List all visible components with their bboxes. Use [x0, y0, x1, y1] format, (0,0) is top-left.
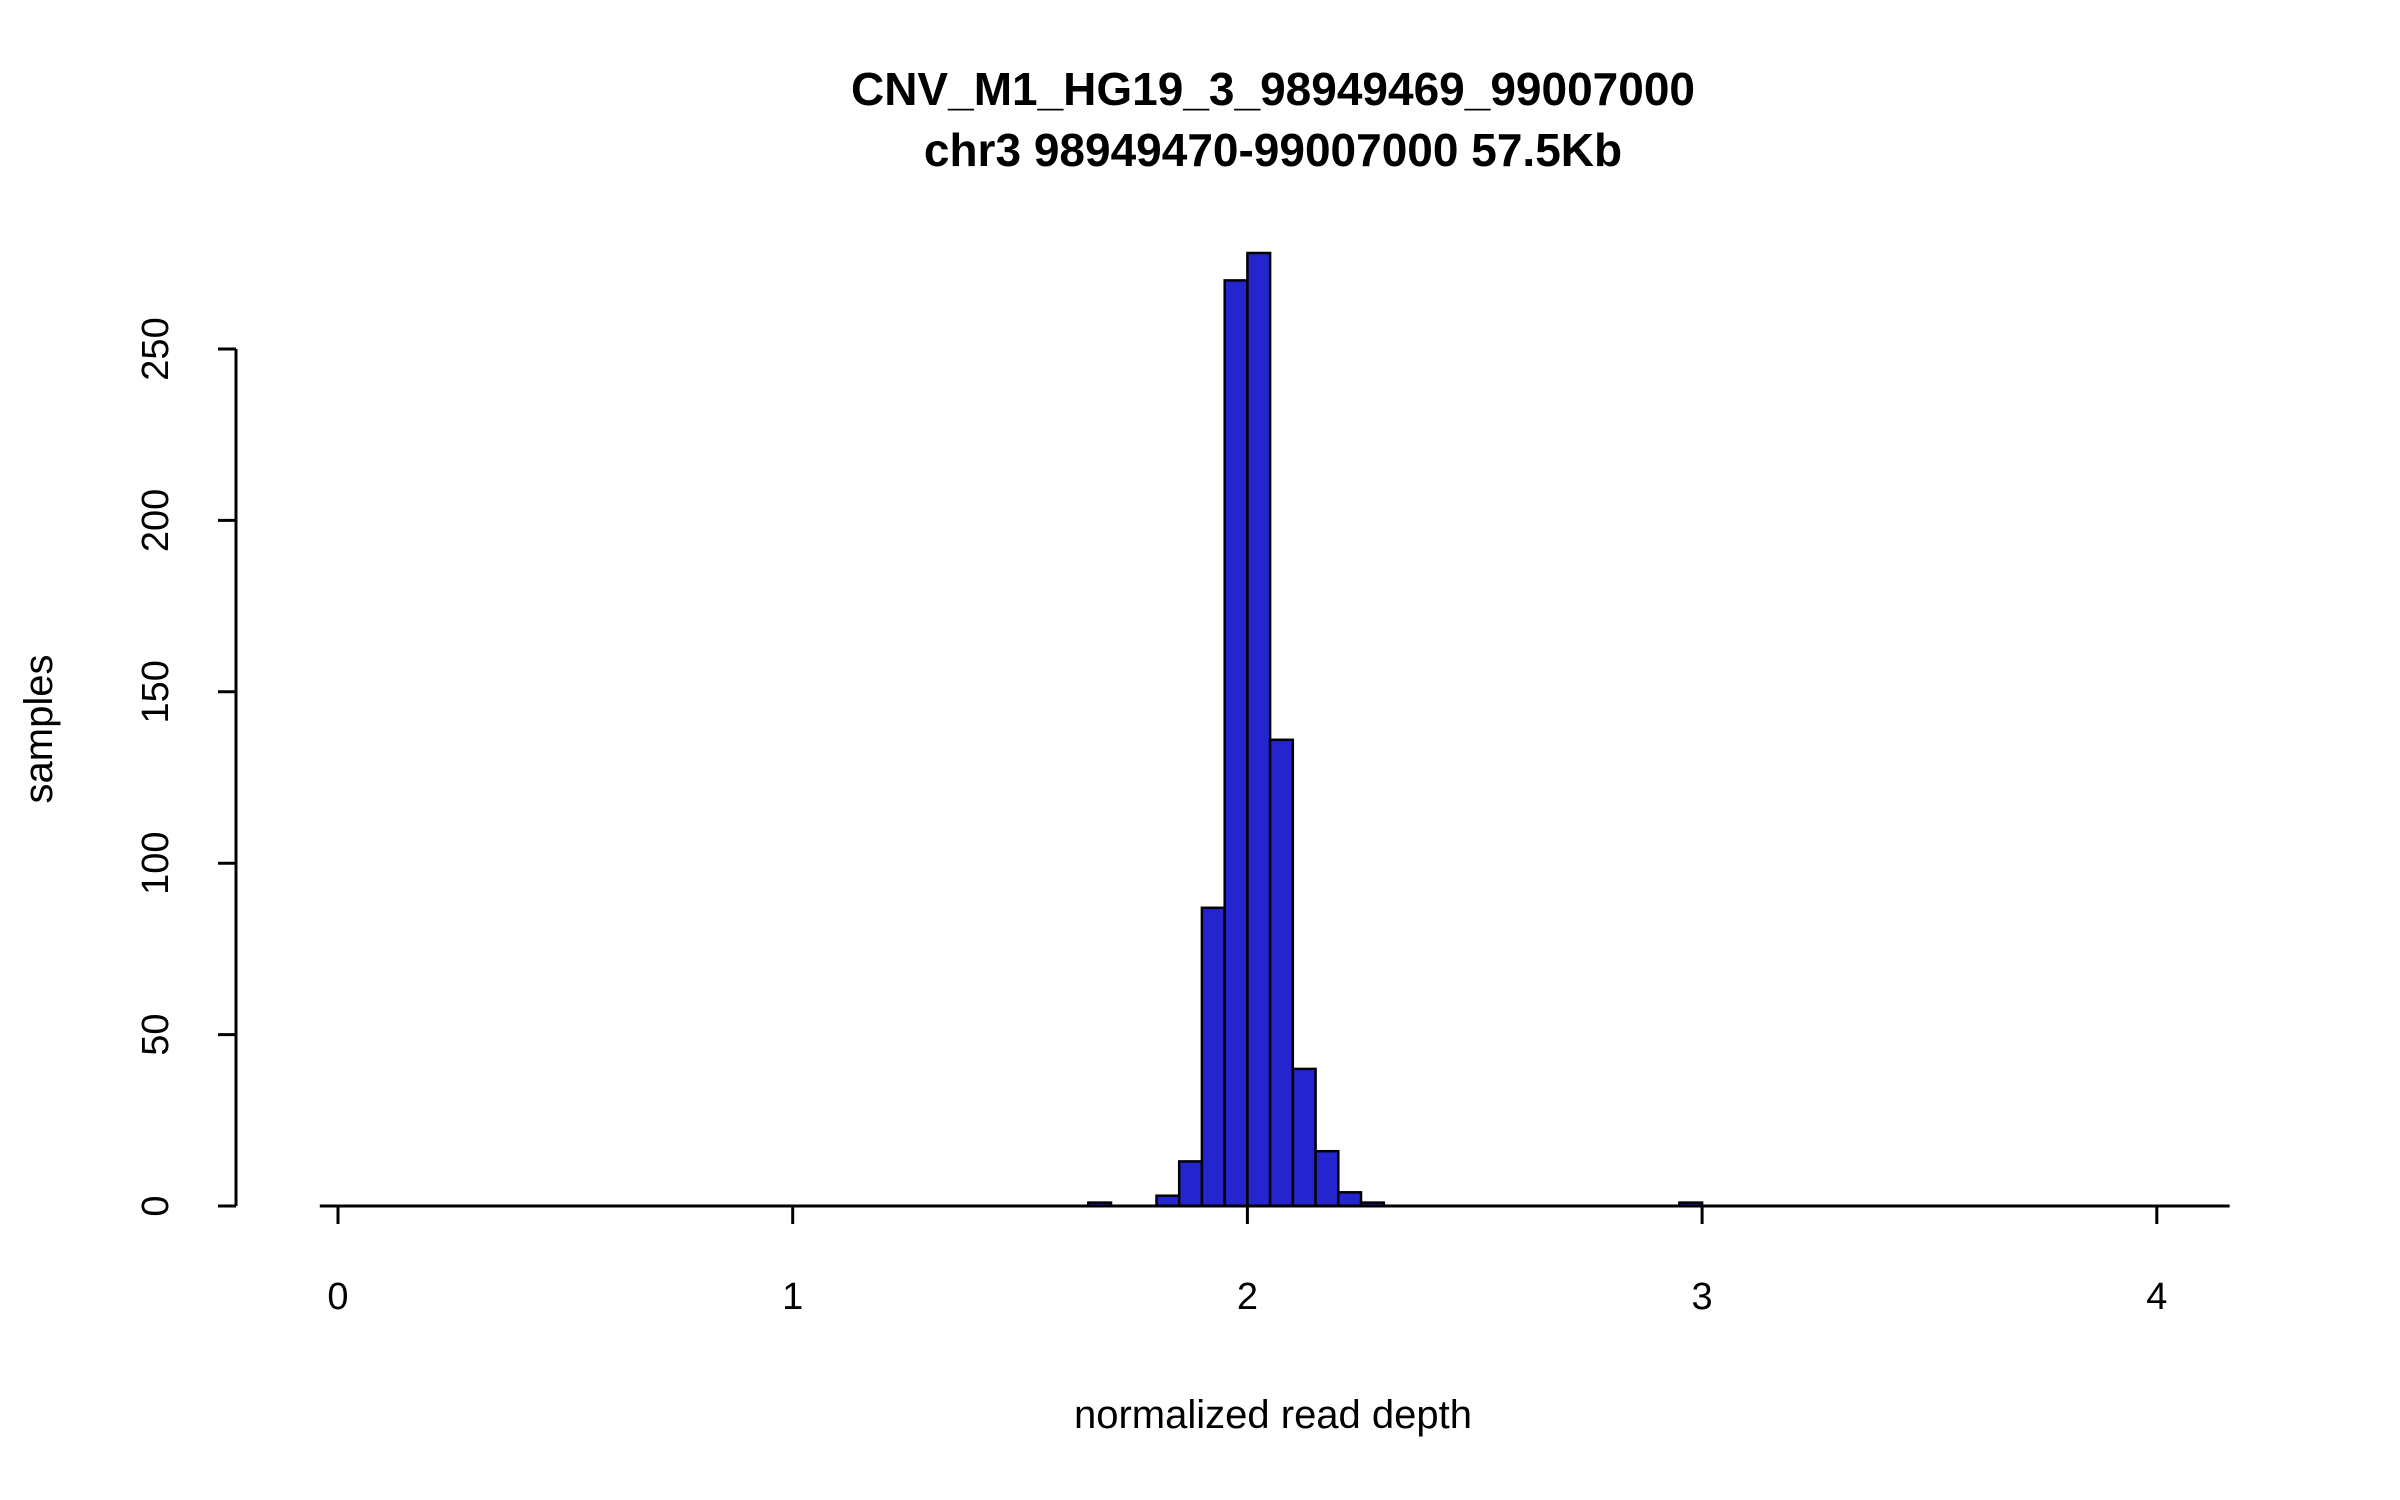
y-axis-label: samples [17, 655, 61, 804]
x-tick-label: 0 [327, 1276, 348, 1318]
y-tick-label: 200 [135, 489, 177, 552]
x-tick-label: 4 [2146, 1276, 2167, 1318]
histogram-bar [1314, 1149, 1340, 1208]
x-tick-label: 2 [1237, 1276, 1258, 1318]
histogram-bar [1223, 279, 1249, 1208]
histogram-bar [1155, 1194, 1181, 1208]
y-tick-label: 50 [135, 1013, 177, 1055]
histogram-bar [1268, 738, 1295, 1208]
chart-title: CNV_M1_HG19_3_98949469_99007000 [851, 63, 1695, 115]
histogram-bar [1291, 1067, 1317, 1208]
histogram-bar [1177, 1160, 1204, 1208]
histogram-bar [1337, 1191, 1363, 1208]
y-tick-label: 100 [135, 831, 177, 894]
histogram-bar [1246, 251, 1272, 1208]
x-tick-label: 1 [782, 1276, 803, 1318]
bars-group [1087, 251, 1704, 1208]
x-axis-label: normalized read depth [1074, 1393, 1472, 1437]
x-tick-label: 3 [1692, 1276, 1713, 1318]
y-tick-label: 250 [135, 317, 177, 380]
histogram-bar [1200, 906, 1226, 1208]
y-tick-label: 0 [135, 1195, 177, 1216]
y-tick-label: 150 [135, 660, 177, 723]
axes-group: 0 1 2 3 4 0 50 100 150 200 250 [135, 317, 2230, 1318]
chart-subtitle: chr3 98949470-99007000 57.5Kb [924, 124, 1622, 176]
